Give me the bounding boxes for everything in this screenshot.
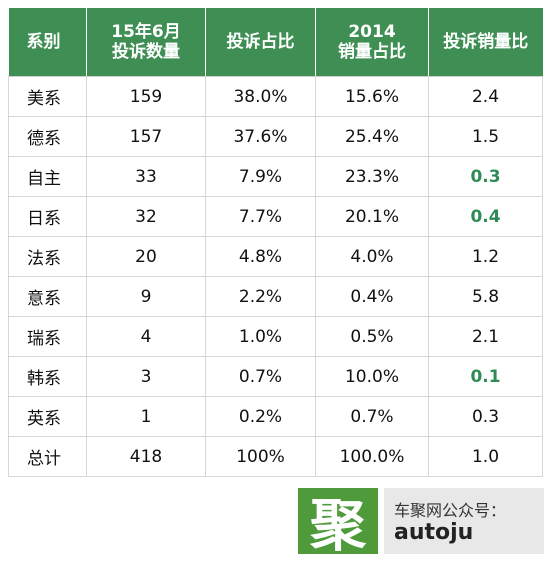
brand-panel: 车聚网公众号： autoju — [384, 488, 544, 554]
header-complaint-count: 15年6月 投诉数量 — [86, 8, 206, 77]
header-line: 2014 — [348, 22, 396, 42]
cell-complaint-share: 37.6% — [205, 116, 316, 157]
cell-count: 9 — [86, 276, 206, 317]
cell-complaint-share: 7.9% — [205, 156, 316, 197]
cell-count: 418 — [86, 436, 206, 477]
header-line: 投诉销量比 — [443, 32, 529, 52]
cell-sales-share: 4.0% — [315, 236, 429, 277]
table-row: 自主 33 7.9% 23.3% 0.3 — [8, 156, 543, 197]
table-row: 英系 1 0.2% 0.7% 0.3 — [8, 396, 543, 437]
cell-origin: 法系 — [8, 236, 87, 277]
cell-count: 20 — [86, 236, 206, 277]
table-row: 日系 32 7.7% 20.1% 0.4 — [8, 196, 543, 237]
cell-complaint-share: 4.8% — [205, 236, 316, 277]
cell-sales-share: 23.3% — [315, 156, 429, 197]
header-sales-share: 2014 销量占比 — [315, 8, 429, 77]
table-row: 法系 20 4.8% 4.0% 1.2 — [8, 236, 543, 277]
cell-ratio: 0.1 — [428, 356, 543, 397]
cell-ratio: 0.3 — [428, 396, 543, 437]
table-row: 德系 157 37.6% 25.4% 1.5 — [8, 116, 543, 157]
cell-ratio: 0.3 — [428, 156, 543, 197]
cell-ratio: 2.1 — [428, 316, 543, 357]
header-line: 系别 — [26, 32, 61, 52]
cell-complaint-share: 7.7% — [205, 196, 316, 237]
cell-count: 159 — [86, 76, 206, 117]
brand-account-id: autoju — [394, 520, 474, 545]
complaint-table: 系别 15年6月 投诉数量 投诉占比 2014 销量占比 投诉销量比 美系 159 38… — [8, 8, 543, 477]
cell-origin: 瑞系 — [8, 316, 87, 357]
cell-sales-share: 0.4% — [315, 276, 429, 317]
cell-count: 33 — [86, 156, 206, 197]
brand-account-label: 车聚网公众号： — [394, 501, 507, 520]
header-ratio: 投诉销量比 — [428, 8, 543, 77]
table-body: 美系 159 38.0% 15.6% 2.4 德系 157 37.6% 25.4% 1.5 自主 33… — [8, 76, 543, 477]
brand-watermark: 聚 车聚网公众号： autoju — [298, 488, 544, 559]
cell-ratio: 1.5 — [428, 116, 543, 157]
table-row: 韩系 3 0.7% 10.0% 0.1 — [8, 356, 543, 397]
cell-origin: 美系 — [8, 76, 87, 117]
table-row: 瑞系 4 1.0% 0.5% 2.1 — [8, 316, 543, 357]
cell-origin: 德系 — [8, 116, 87, 157]
cell-sales-share: 100.0% — [315, 436, 429, 477]
cell-sales-share: 0.7% — [315, 396, 429, 437]
cell-origin: 自主 — [8, 156, 87, 197]
cell-ratio: 2.4 — [428, 76, 543, 117]
cell-complaint-share: 100% — [205, 436, 316, 477]
cell-ratio: 1.2 — [428, 236, 543, 277]
cell-complaint-share: 2.2% — [205, 276, 316, 317]
cell-complaint-share: 0.7% — [205, 356, 316, 397]
cell-count: 3 — [86, 356, 206, 397]
table-row: 意系 9 2.2% 0.4% 5.8 — [8, 276, 543, 317]
cell-origin: 英系 — [8, 396, 87, 437]
cell-sales-share: 20.1% — [315, 196, 429, 237]
cell-count: 1 — [86, 396, 206, 437]
cell-sales-share: 10.0% — [315, 356, 429, 397]
cell-origin: 韩系 — [8, 356, 87, 397]
header-line: 投诉占比 — [226, 32, 295, 52]
header-complaint-share: 投诉占比 — [205, 8, 316, 77]
cell-origin: 意系 — [8, 276, 87, 317]
cell-count: 4 — [86, 316, 206, 357]
cell-origin: 总计 — [8, 436, 87, 477]
cell-origin: 日系 — [8, 196, 87, 237]
cell-complaint-share: 38.0% — [205, 76, 316, 117]
header-line: 销量占比 — [338, 42, 406, 62]
table-row: 总计 418 100% 100.0% 1.0 — [8, 436, 543, 477]
header-brand-origin: 系别 — [8, 8, 87, 77]
header-line: 投诉数量 — [112, 42, 180, 62]
table-header-row: 系别 15年6月 投诉数量 投诉占比 2014 销量占比 投诉销量比 — [8, 8, 543, 77]
cell-ratio: 0.4 — [428, 196, 543, 237]
cell-count: 157 — [86, 116, 206, 157]
header-line: 15年6月 — [111, 22, 181, 42]
cell-count: 32 — [86, 196, 206, 237]
cell-sales-share: 0.5% — [315, 316, 429, 357]
cell-complaint-share: 1.0% — [205, 316, 316, 357]
cell-ratio: 1.0 — [428, 436, 543, 477]
table-row: 美系 159 38.0% 15.6% 2.4 — [8, 76, 543, 117]
cell-sales-share: 25.4% — [315, 116, 429, 157]
cell-complaint-share: 0.2% — [205, 396, 316, 437]
cell-ratio: 5.8 — [428, 276, 543, 317]
brand-logo: 聚 — [298, 488, 378, 559]
cell-sales-share: 15.6% — [315, 76, 429, 117]
